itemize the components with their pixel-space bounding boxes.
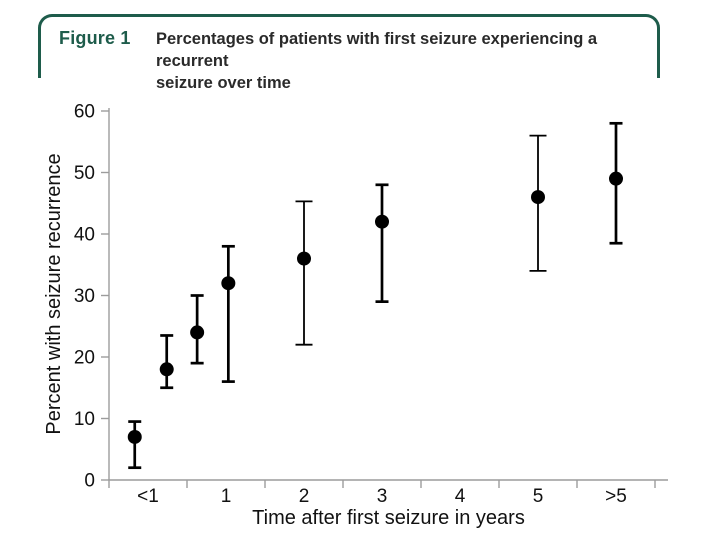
data-point-marker <box>375 214 389 229</box>
y-axis-tick-label: 10 <box>74 409 95 430</box>
y-axis-tick-label: 20 <box>74 348 95 369</box>
y-axis-tick-label: 30 <box>74 286 95 307</box>
y-axis-tick-label: 50 <box>74 163 95 184</box>
x-axis-category-label: 2 <box>299 486 310 507</box>
data-point-marker <box>221 276 236 291</box>
x-axis-category-label: 4 <box>455 486 466 507</box>
data-point-marker <box>609 171 623 186</box>
data-point-marker <box>159 362 174 377</box>
figure-title: Percentages of patients with first seizu… <box>156 28 656 94</box>
figure-header-row: Figure 1 Percentages of patients with fi… <box>41 17 657 94</box>
figure-number-label: Figure 1 <box>59 28 156 49</box>
y-axis-tick-label: 60 <box>74 102 95 123</box>
data-point-marker <box>127 429 142 444</box>
figure-title-line-1: Percentages of patients with first seizu… <box>156 30 598 70</box>
x-axis-title: Time after first seizure in years <box>252 507 525 529</box>
data-point-marker <box>297 251 311 266</box>
x-axis-category-label: 5 <box>533 486 544 507</box>
data-point-marker <box>531 190 545 205</box>
figure-header-frame: Figure 1 Percentages of patients with fi… <box>38 14 660 92</box>
x-axis-category-label: 3 <box>377 486 388 507</box>
figure-title-line-2: seizure over time <box>156 74 291 92</box>
x-axis-category-label: 1 <box>221 486 232 507</box>
x-axis-category-label: >5 <box>605 486 627 507</box>
figure-number-text: Figure 1 <box>59 28 131 48</box>
x-axis-category-label: <1 <box>137 486 159 507</box>
data-point-marker <box>190 325 205 340</box>
y-axis-tick-label: 40 <box>74 225 95 246</box>
y-axis-title: Percent with seizure recurrence <box>43 153 65 434</box>
y-axis-tick-label: 0 <box>84 471 95 492</box>
